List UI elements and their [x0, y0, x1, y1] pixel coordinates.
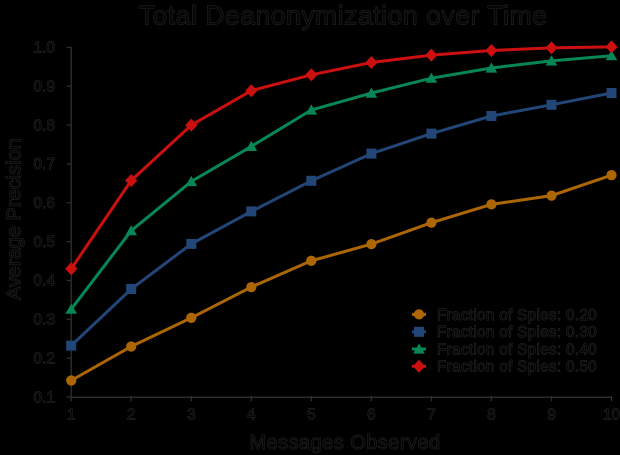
svg-text:5: 5: [307, 407, 316, 424]
svg-text:4: 4: [247, 407, 256, 424]
svg-text:Messages Observed: Messages Observed: [249, 432, 440, 454]
svg-text:9: 9: [547, 407, 556, 424]
svg-text:10: 10: [603, 407, 620, 424]
svg-text:0.8: 0.8: [33, 117, 55, 134]
svg-text:Fraction of Spies: 0.20: Fraction of Spies: 0.20: [437, 307, 597, 324]
svg-text:3: 3: [187, 407, 196, 424]
svg-text:0.3: 0.3: [33, 312, 55, 329]
svg-text:2: 2: [127, 407, 136, 424]
svg-text:0.6: 0.6: [33, 195, 55, 212]
svg-text:0.9: 0.9: [33, 78, 55, 95]
svg-text:Average Precision: Average Precision: [4, 138, 26, 300]
svg-text:6: 6: [367, 407, 376, 424]
svg-text:0.7: 0.7: [33, 156, 55, 173]
svg-text:8: 8: [487, 407, 496, 424]
svg-text:0.1: 0.1: [33, 389, 55, 406]
svg-text:Fraction of Spies: 0.40: Fraction of Spies: 0.40: [437, 341, 597, 358]
svg-text:0.2: 0.2: [33, 350, 55, 367]
svg-text:Fraction of Spies: 0.50: Fraction of Spies: 0.50: [437, 359, 597, 376]
svg-text:Total Deanonymization over Tim: Total Deanonymization over Time: [139, 0, 548, 30]
svg-text:0.4: 0.4: [33, 273, 55, 290]
svg-text:1.0: 1.0: [33, 40, 55, 57]
svg-text:Fraction of Spies: 0.30: Fraction of Spies: 0.30: [437, 324, 597, 341]
svg-text:7: 7: [427, 407, 436, 424]
svg-text:1: 1: [67, 407, 76, 424]
svg-text:0.5: 0.5: [33, 234, 55, 251]
